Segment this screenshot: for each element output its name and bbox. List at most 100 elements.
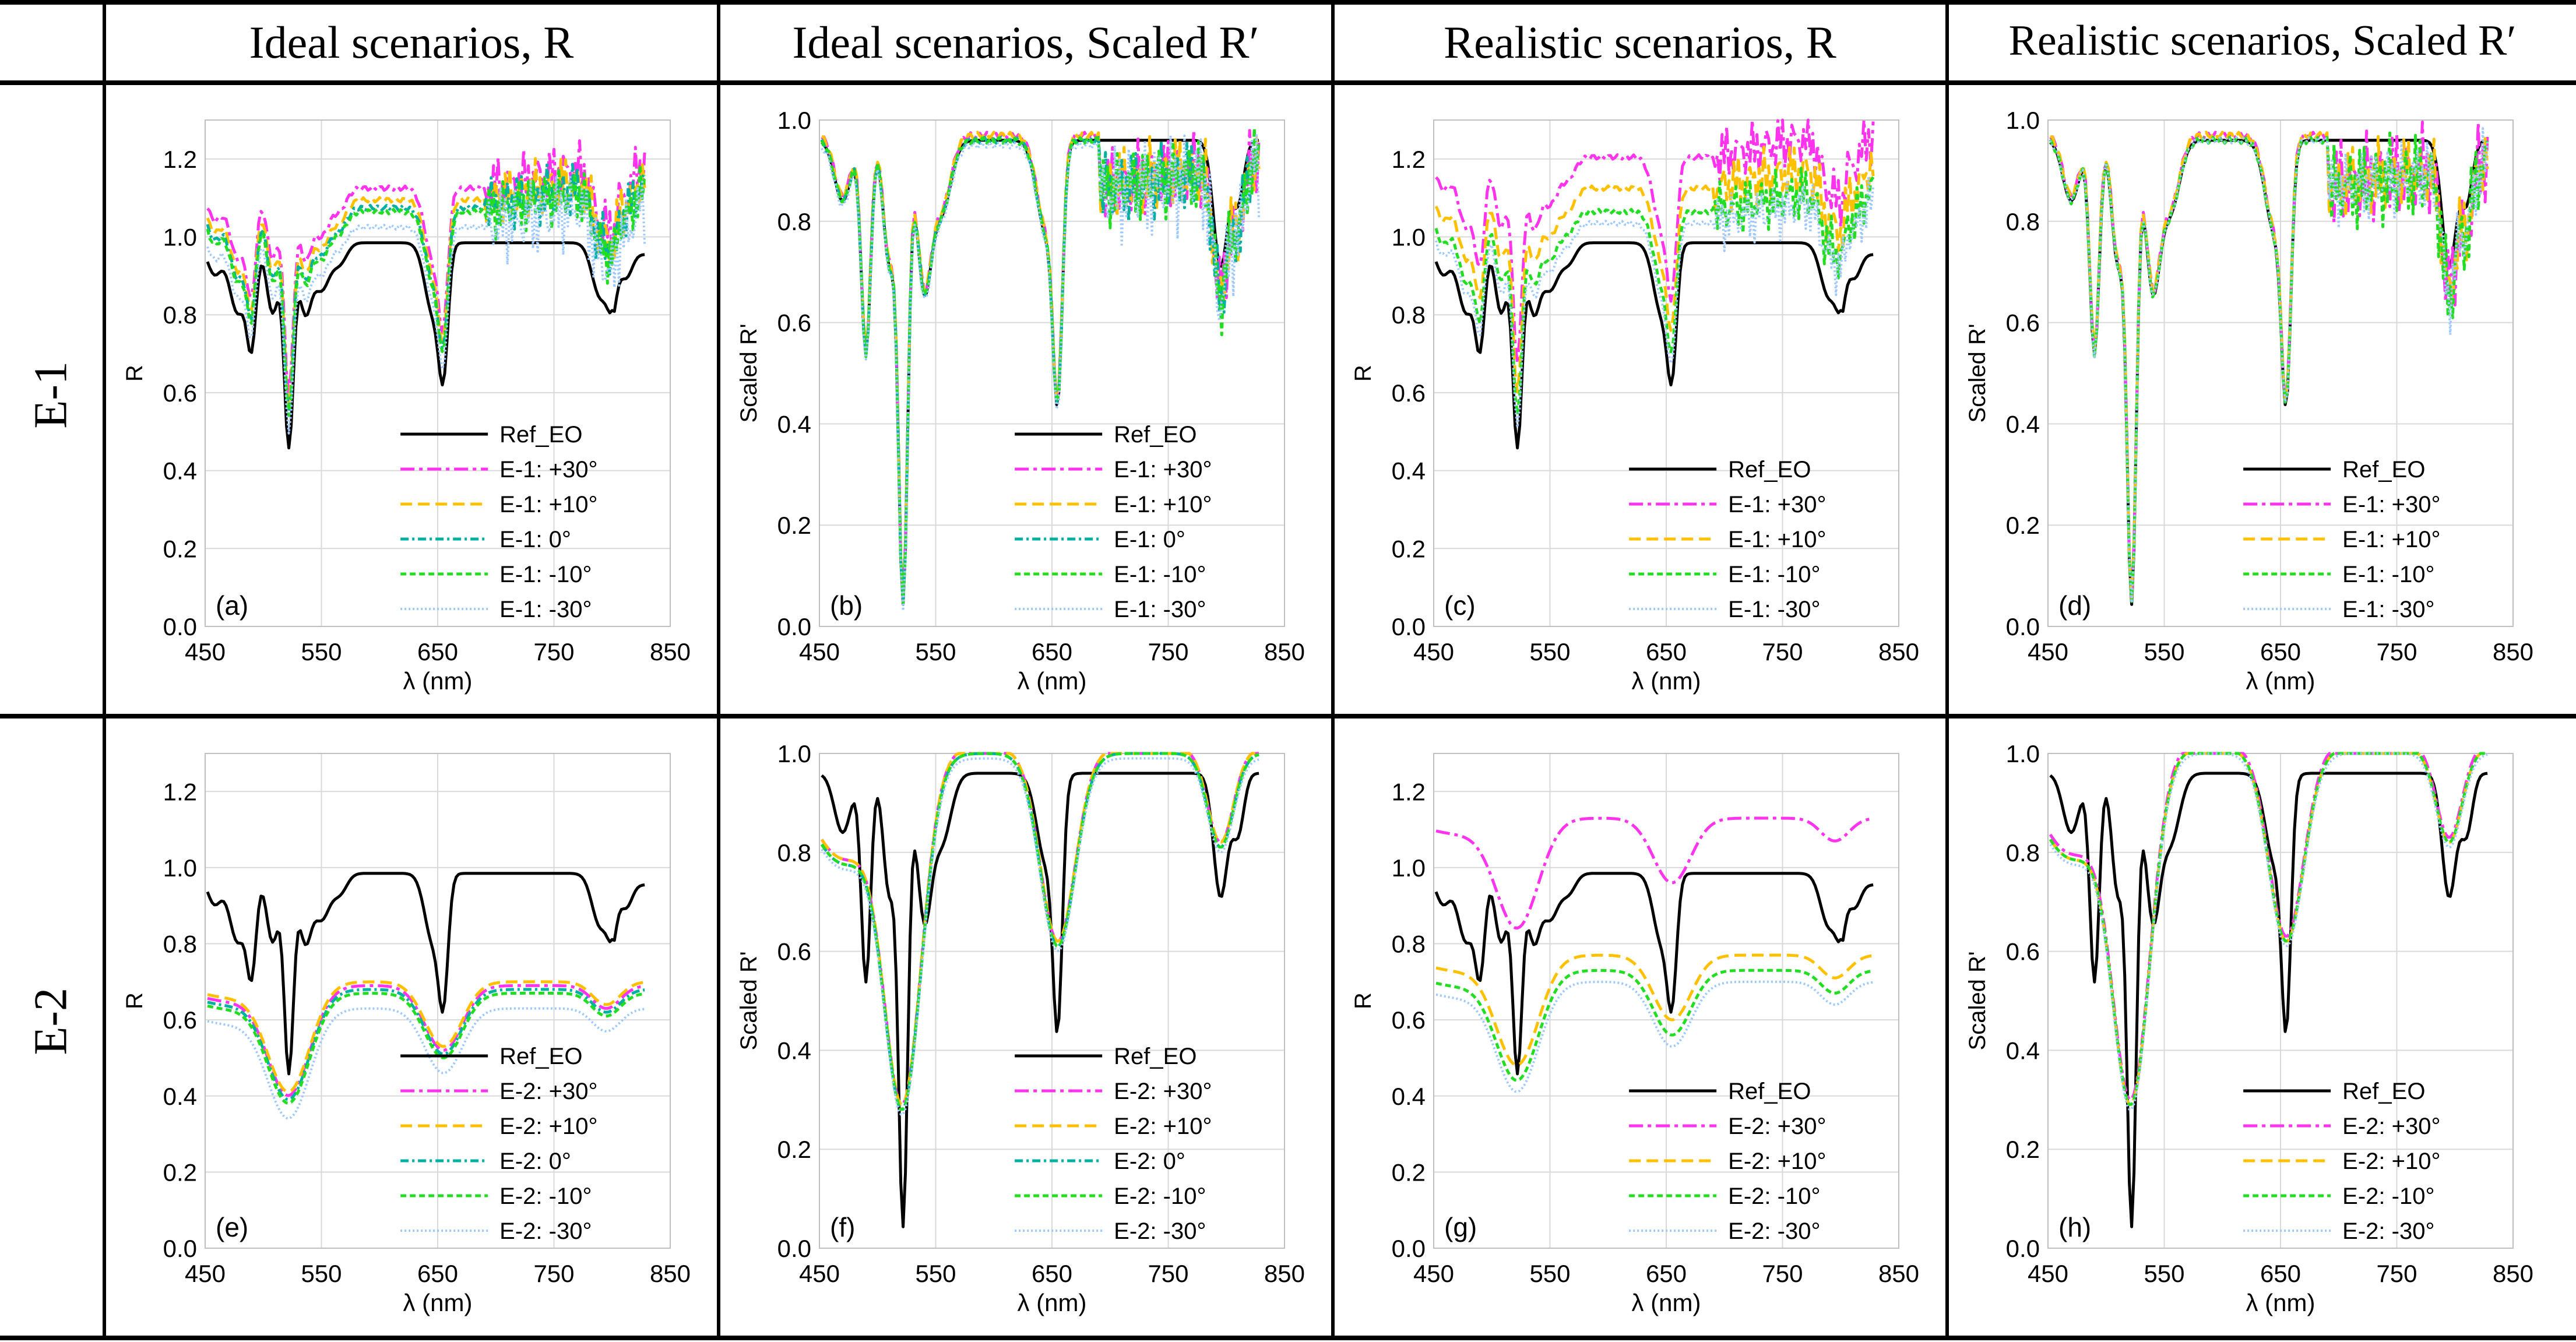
y-tick-label: 0.0 — [777, 613, 811, 640]
y-tick-label: 0.4 — [2006, 1037, 2040, 1064]
panel-label: (d) — [2058, 590, 2091, 621]
x-tick-label: 750 — [1148, 1260, 1188, 1287]
x-tick-label: 550 — [301, 1260, 342, 1287]
x-tick-label: 450 — [2028, 1260, 2068, 1287]
legend-label: E-1: +30° — [499, 457, 597, 482]
y-axis-title: Scaled R' — [736, 952, 762, 1051]
series-line — [1435, 980, 1874, 1093]
y-axis-title: R — [1350, 992, 1376, 1009]
x-tick-label: 850 — [650, 1260, 691, 1287]
x-axis-title: λ (nm) — [403, 667, 473, 695]
x-tick-label: 650 — [417, 1260, 458, 1287]
y-tick-label: 0.2 — [163, 535, 197, 562]
x-tick-label: 850 — [650, 638, 691, 665]
col-divider-1 — [717, 0, 720, 1340]
series-line — [820, 752, 1259, 1111]
series-line — [2049, 752, 2488, 1111]
x-tick-label: 550 — [301, 638, 342, 665]
y-tick-label: 0.0 — [1392, 613, 1426, 640]
chart-panel-e: 0.0 0.2 0.4 0.6 0.8 1.0 1.2 450 550 650 750 850 λ (n… — [122, 753, 691, 1316]
x-axis-title: λ (nm) — [1632, 667, 1701, 695]
legend-label: E-2: -10° — [2342, 1184, 2434, 1209]
plot-area — [1433, 119, 1899, 627]
x-tick-label: 650 — [1646, 1260, 1687, 1287]
x-tick-label: 750 — [1762, 638, 1803, 665]
legend-label: E-2: 0° — [499, 1149, 571, 1174]
x-axis-title: λ (nm) — [1018, 667, 1087, 695]
legend-label: E-2: +10° — [2342, 1149, 2440, 1174]
series-line — [1435, 968, 1874, 1082]
series-line — [821, 772, 1259, 1228]
x-tick-label: 550 — [2144, 1260, 2184, 1287]
panel-label: (g) — [1444, 1212, 1477, 1242]
legend-label: E-2: +30° — [2342, 1114, 2440, 1139]
y-tick-label: 0.2 — [2006, 512, 2040, 539]
y-tick-label: 0.8 — [777, 208, 811, 235]
x-tick-label: 450 — [1413, 638, 1454, 665]
x-tick-label: 850 — [2493, 638, 2533, 665]
legend-label: E-2: +30° — [1114, 1079, 1212, 1104]
y-axis-title: R — [122, 365, 147, 382]
chart-panel-h: 0.0 0.2 0.4 0.6 0.8 1.0 450 550 650 750 850 λ (nm) S… — [1965, 740, 2533, 1316]
legend-label: E-2: -10° — [1728, 1184, 1820, 1209]
y-tick-label: 0.2 — [1392, 1158, 1426, 1186]
x-tick-label: 850 — [2493, 1260, 2533, 1287]
y-tick-label: 0.4 — [1392, 457, 1426, 485]
x-tick-label: 450 — [1413, 1260, 1454, 1287]
series-line — [2049, 752, 2488, 1106]
panel-label: (b) — [830, 590, 863, 621]
x-tick-label: 450 — [799, 1260, 840, 1287]
legend-label: E-1: 0° — [499, 527, 571, 552]
x-tick-label: 450 — [2028, 638, 2068, 665]
legend-label: E-2: -10° — [1114, 1184, 1206, 1209]
series-line — [2049, 752, 2488, 1106]
legend-label: E-1: +30° — [2342, 492, 2440, 517]
series-line — [1435, 118, 1875, 365]
y-tick-label: 0.2 — [777, 512, 811, 539]
y-tick-label: 0.6 — [777, 938, 811, 966]
y-axis-title: R — [122, 992, 147, 1009]
series-line — [207, 1007, 645, 1120]
panel-label: (h) — [2058, 1212, 2091, 1242]
column-header-realistic-scaled: Realistic scenarios, Scaled R′ — [2008, 17, 2517, 65]
series-line — [206, 872, 645, 1076]
legend-label: E-1: -30° — [499, 597, 592, 622]
y-tick-label: 0.0 — [777, 1235, 811, 1262]
legend-label: E-1: -10° — [1728, 562, 1820, 587]
y-tick-label: 0.0 — [2006, 1235, 2040, 1262]
y-tick-label: 0.8 — [1392, 931, 1426, 958]
column-header-ideal-scaled: Ideal scenarios, Scaled R′ — [792, 17, 1259, 68]
y-tick-label: 0.6 — [2006, 938, 2040, 966]
legend-label: E-1: -10° — [499, 562, 592, 587]
header-rule — [0, 80, 2576, 85]
panel-label: (f) — [830, 1212, 855, 1242]
x-tick-label: 850 — [1264, 1260, 1305, 1287]
y-tick-label: 1.2 — [1392, 146, 1426, 173]
series-line — [1434, 872, 1874, 1076]
column-header-ideal-r: Ideal scenarios, R — [249, 17, 574, 68]
legend-label: Ref_EO — [2342, 457, 2425, 482]
x-axis-title: λ (nm) — [1018, 1289, 1087, 1316]
series-line — [1435, 175, 1875, 429]
x-tick-label: 450 — [185, 1260, 226, 1287]
y-tick-label: 0.6 — [163, 1006, 197, 1034]
plot-area — [819, 753, 1285, 1249]
x-axis-title: λ (nm) — [403, 1289, 473, 1316]
x-tick-label: 450 — [799, 638, 840, 665]
x-tick-label: 850 — [1878, 1260, 1919, 1287]
series-line — [206, 174, 646, 435]
legend-label: E-2: +10° — [1114, 1114, 1212, 1139]
x-tick-label: 650 — [1032, 638, 1072, 665]
chart-panel-g: 0.0 0.2 0.4 0.6 0.8 1.0 1.2 450 550 650 750 850 λ (n… — [1350, 753, 1919, 1316]
x-axis-title: λ (nm) — [2246, 667, 2315, 695]
y-axis-title: Scaled R' — [736, 324, 762, 423]
legend-label: Ref_EO — [1114, 1044, 1196, 1069]
y-tick-label: 1.2 — [1392, 778, 1426, 805]
x-tick-label: 750 — [533, 638, 574, 665]
x-axis-title: λ (nm) — [2246, 1289, 2315, 1316]
y-tick-label: 1.0 — [2006, 107, 2040, 134]
row-label-e2: E-2 — [25, 987, 77, 1055]
panel-label: (a) — [216, 590, 248, 621]
legend-label: E-1: -30° — [1728, 597, 1820, 622]
plot-area — [1433, 753, 1899, 1249]
